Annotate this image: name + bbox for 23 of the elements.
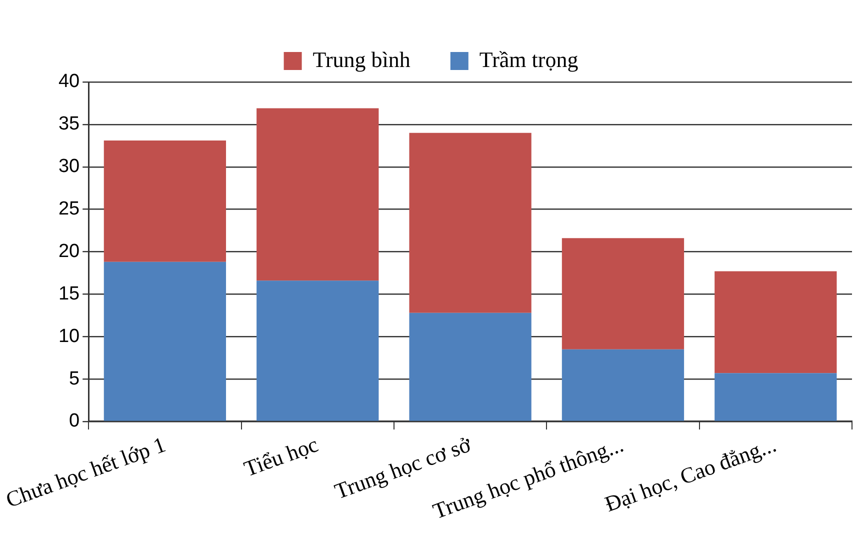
bar <box>714 373 837 421</box>
y-tick-label: 20 <box>58 240 80 262</box>
bar <box>562 349 684 421</box>
bar <box>409 312 532 421</box>
bar <box>104 140 226 262</box>
y-tick-label: 30 <box>58 156 80 178</box>
y-tick-label: 10 <box>58 326 80 347</box>
y-tick-label: 25 <box>58 198 80 220</box>
bar <box>714 271 837 374</box>
bar <box>409 132 532 313</box>
bar <box>256 280 379 421</box>
y-tick-label: 5 <box>69 368 80 390</box>
legend-label: Trầm trọng <box>479 46 578 72</box>
bar <box>256 108 379 281</box>
x-tick-label: Tiểu học <box>240 431 322 482</box>
y-tick-label: 15 <box>58 283 80 304</box>
legend-label: Trung bình <box>312 46 410 72</box>
bar <box>562 238 684 350</box>
bar <box>104 262 226 421</box>
y-tick-label: 0 <box>69 410 80 432</box>
x-tick-label: Chưa học hết lớp 1 <box>2 432 169 512</box>
y-tick-label: 35 <box>58 114 80 135</box>
y-tick-label: 40 <box>58 71 80 92</box>
